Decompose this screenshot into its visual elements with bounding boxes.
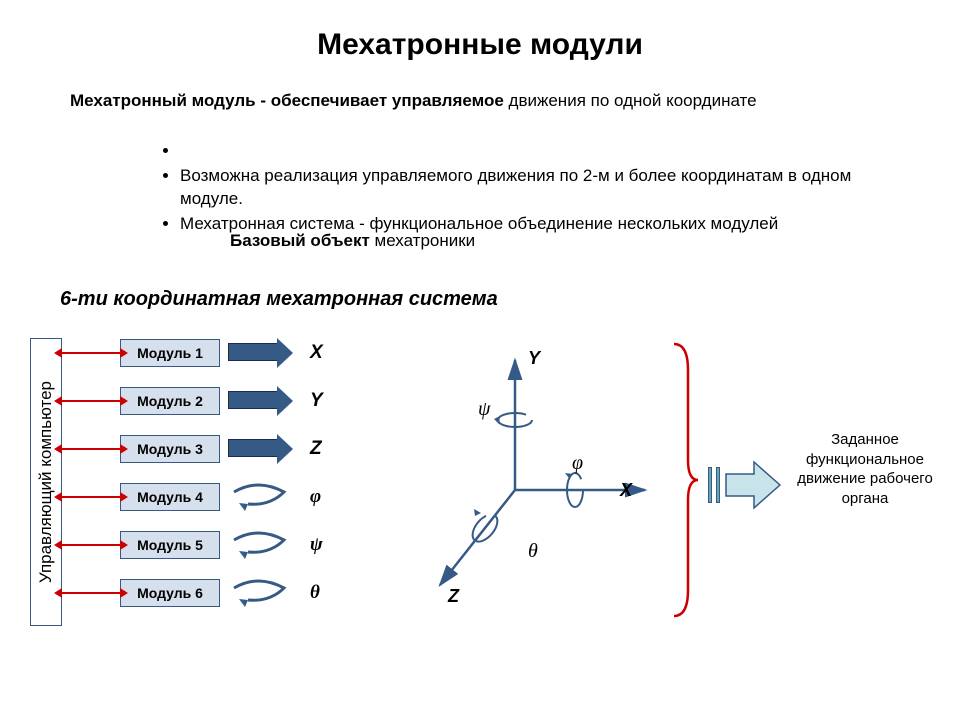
blue-arrow-icon (228, 439, 278, 457)
bullet-1: Базовый объект мехатроники (180, 140, 890, 163)
axes-3d: X Y Z φ ψ θ (400, 340, 650, 620)
axis-label: X (310, 342, 323, 364)
red-double-arrow-icon (62, 496, 120, 498)
phi-label: φ (572, 452, 583, 475)
module-row-4: Модуль 4 φ (120, 482, 323, 512)
module-box: Модуль 1 (120, 339, 220, 367)
module-row-2: Модуль 2 Y (120, 386, 323, 416)
module-row-3: Модуль 3 Z (120, 434, 323, 464)
module-box: Модуль 2 (120, 387, 220, 415)
definition-bold: Мехатронный модуль - обеспечивает управл… (70, 91, 504, 110)
computer-box: Управляющий компьютер (30, 338, 62, 626)
rotation-arrow-icon (228, 482, 298, 512)
page-title: Мехатронные модули (0, 28, 960, 62)
definition-rest: движения по одной координате (504, 91, 757, 110)
rotation-arrow-icon (228, 530, 298, 560)
axis-label: ψ (310, 534, 323, 556)
red-double-arrow-icon (62, 352, 120, 354)
axis-y-label: Y (528, 348, 540, 369)
red-double-arrow-icon (62, 400, 120, 402)
brace-icon (670, 340, 700, 620)
axis-label: φ (310, 486, 321, 508)
subtitle: 6-ти координатная мехатронная система (60, 288, 498, 311)
module-box: Модуль 4 (120, 483, 220, 511)
axis-label: Z (310, 438, 322, 460)
output-text: Заданное функциональное движение рабочег… (785, 430, 945, 508)
module-row-1: Модуль 1 X (120, 338, 323, 368)
red-double-arrow-icon (62, 544, 120, 546)
module-box: Модуль 3 (120, 435, 220, 463)
red-double-arrow-icon (62, 592, 120, 594)
rotation-arrow-icon (228, 578, 298, 608)
output-arrow-icon (724, 460, 784, 510)
bullet-list: Базовый объект мехатроники Возможна реал… (160, 140, 890, 238)
module-row-6: Модуль 6 θ (120, 578, 323, 608)
output-bar-2 (716, 467, 720, 503)
module-box: Модуль 6 (120, 579, 220, 607)
output-bar-1 (708, 467, 712, 503)
axis-z-label: Z (448, 586, 459, 607)
definition: Мехатронный модуль - обеспечивает управл… (70, 90, 890, 113)
theta-label: θ (528, 540, 538, 563)
axis-label: θ (310, 582, 320, 604)
computer-label: Управляющий компьютер (36, 381, 56, 583)
blue-arrow-icon (228, 343, 278, 361)
module-box: Модуль 5 (120, 531, 220, 559)
axis-x-label: X (620, 480, 632, 501)
psi-label: ψ (478, 398, 490, 421)
red-double-arrow-icon (62, 448, 120, 450)
module-column: Модуль 1XМодуль 2YМодуль 3ZМодуль 4φМоду… (120, 338, 323, 626)
axis-label: Y (310, 390, 323, 412)
module-row-5: Модуль 5 ψ (120, 530, 323, 560)
bullet-2: Возможна реализация управляемого движени… (180, 165, 890, 211)
blue-arrow-icon (228, 391, 278, 409)
